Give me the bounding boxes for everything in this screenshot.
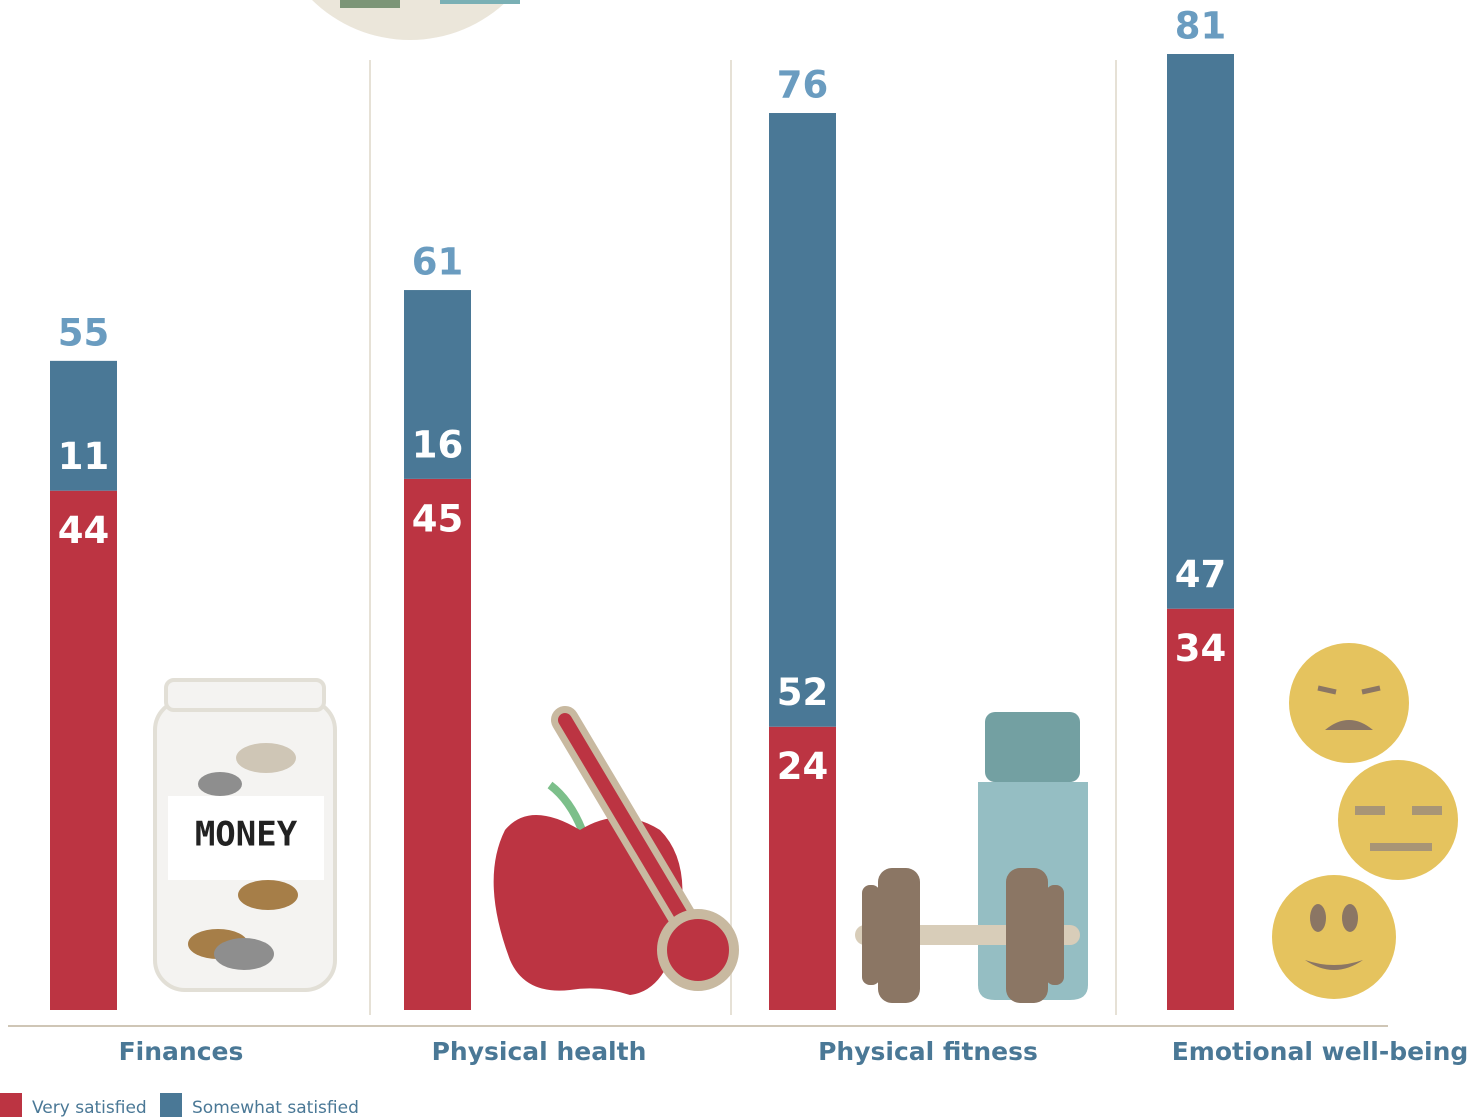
chart: MONEY 441155Finances451661Physical healt <box>0 0 1473 1117</box>
fitness-illustration <box>855 712 1088 1003</box>
category-label: Physical fitness <box>818 1037 1038 1066</box>
segment-label: 16 <box>412 423 464 466</box>
category-label: Emotional well-being <box>1172 1037 1469 1066</box>
emotion-faces <box>1272 643 1458 999</box>
legend-label: Very satisfied <box>32 1098 147 1117</box>
segment-label: 44 <box>58 509 110 552</box>
segment-label: 11 <box>58 435 110 478</box>
svg-text:MONEY: MONEY <box>195 815 298 855</box>
total-label: 61 <box>412 241 464 284</box>
total-label: 76 <box>777 64 829 107</box>
total-label: 81 <box>1175 5 1227 48</box>
top-illustration <box>270 0 550 40</box>
bar-segment <box>769 113 836 727</box>
legend-label: Somewhat satisfied <box>192 1098 359 1117</box>
apple-illustration <box>494 720 734 995</box>
segment-label: 24 <box>777 745 829 788</box>
segment-label: 34 <box>1175 627 1227 670</box>
segment-label: 47 <box>1175 553 1227 596</box>
segment-label: 45 <box>412 497 464 540</box>
bar-segment <box>1167 54 1234 609</box>
bar-segment <box>50 491 117 1010</box>
money-jar: MONEY <box>155 680 335 990</box>
legend-swatch <box>160 1093 182 1117</box>
bar-segment <box>404 479 471 1010</box>
category-label: Physical health <box>432 1037 647 1066</box>
segment-label: 52 <box>777 671 829 714</box>
total-label: 55 <box>58 311 110 354</box>
legend-swatch <box>0 1093 22 1117</box>
category-label: Finances <box>119 1037 244 1066</box>
